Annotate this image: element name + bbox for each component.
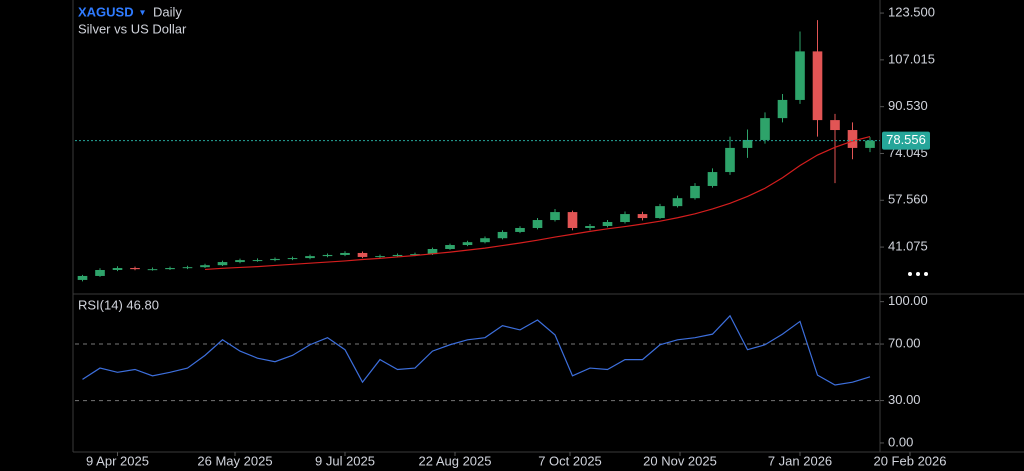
candle-body <box>112 268 123 271</box>
candle-body <box>130 268 140 270</box>
candle-body <box>655 206 665 219</box>
y-tick-label: 123.500 <box>888 4 935 19</box>
interval[interactable]: Daily <box>153 4 182 19</box>
rsi-line <box>82 314 871 386</box>
candle-body <box>165 268 175 270</box>
candle-body <box>497 231 508 239</box>
y-tick-label: 30.00 <box>888 392 921 407</box>
symbol-dropdown[interactable]: ▾ <box>140 8 145 19</box>
y-tick-label: 90.530 <box>888 98 928 113</box>
candle-body <box>690 185 700 199</box>
dot <box>908 272 912 276</box>
dot <box>916 272 920 276</box>
candle-body <box>515 227 525 232</box>
subtitle: Silver vs US Dollar <box>78 21 187 36</box>
candle-body <box>182 267 193 269</box>
candle-body <box>760 118 770 140</box>
symbol[interactable]: XAGUSD <box>78 4 134 19</box>
x-tick-label: 20 Feb 2026 <box>873 453 946 468</box>
x-tick-label: 9 Jul 2025 <box>315 453 375 468</box>
y-tick-label: 41.075 <box>888 239 928 254</box>
candle-body <box>305 256 315 259</box>
x-tick-label: 22 Aug 2025 <box>418 453 491 468</box>
candle-body <box>392 254 403 257</box>
candle-body <box>585 225 595 228</box>
dot <box>924 272 928 276</box>
candle-body <box>95 270 105 276</box>
more-menu[interactable] <box>908 272 928 276</box>
candle-body <box>830 120 840 131</box>
candle-body <box>235 260 245 263</box>
candle-body <box>375 256 385 258</box>
candle-body <box>462 242 473 246</box>
last-price-label: 78.556 <box>886 132 926 147</box>
candle-body <box>567 212 578 228</box>
x-tick-label: 26 May 2025 <box>197 453 272 468</box>
candle-body <box>410 254 420 256</box>
x-tick-label: 9 Apr 2025 <box>86 453 149 468</box>
candle-body <box>637 214 648 219</box>
y-tick-label: 70.00 <box>888 335 921 350</box>
y-tick-label: 107.015 <box>888 51 935 66</box>
x-tick-label: 20 Nov 2025 <box>643 453 717 468</box>
candle-body <box>602 222 613 226</box>
candle-body <box>357 252 368 257</box>
candle-body <box>742 139 753 148</box>
candle-body <box>777 99 788 119</box>
y-tick-label: 0.00 <box>888 434 913 449</box>
candle-body <box>620 214 630 223</box>
candle-body <box>812 51 823 121</box>
moving-average <box>204 135 871 271</box>
y-tick-label: 100.00 <box>888 293 928 308</box>
candle-body <box>340 252 350 255</box>
candle-body <box>725 147 735 173</box>
candle-body <box>322 254 333 257</box>
candle-body <box>480 238 490 243</box>
candle-body <box>847 130 858 148</box>
x-tick-label: 7 Oct 2025 <box>538 453 602 468</box>
candle-body <box>200 265 210 268</box>
candle-body <box>707 172 718 186</box>
candle-body <box>77 275 88 280</box>
candle-body <box>252 260 263 262</box>
candle-body <box>532 220 543 228</box>
candle-body <box>550 212 560 221</box>
candle-body <box>795 51 805 100</box>
candle-body <box>270 258 280 261</box>
candle-body <box>427 248 438 255</box>
y-tick-label: 57.560 <box>888 192 928 207</box>
candle-body <box>217 262 228 266</box>
candle-body <box>672 198 683 207</box>
indicator-label: RSI(14) 46.80 <box>78 297 159 312</box>
x-tick-label: 7 Jan 2026 <box>768 453 832 468</box>
candle-body <box>287 258 298 260</box>
candle-body <box>445 245 455 249</box>
candle-body <box>865 140 875 148</box>
last-price-box <box>882 131 930 150</box>
candle-body <box>147 269 158 271</box>
